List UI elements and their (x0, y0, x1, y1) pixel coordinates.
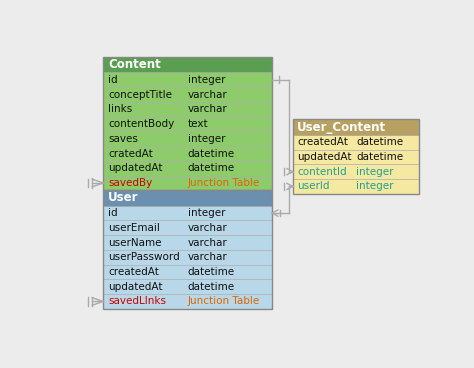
Text: varchar: varchar (188, 223, 228, 233)
Text: varchar: varchar (188, 105, 228, 114)
Text: userName: userName (108, 237, 162, 248)
FancyBboxPatch shape (103, 265, 272, 279)
Text: integer: integer (188, 134, 225, 144)
FancyBboxPatch shape (103, 117, 272, 131)
Text: varchar: varchar (188, 237, 228, 248)
Text: conceptTitle: conceptTitle (108, 89, 172, 100)
FancyBboxPatch shape (103, 294, 272, 309)
Text: datetime: datetime (188, 282, 235, 292)
Text: varchar: varchar (188, 89, 228, 100)
Text: datetime: datetime (188, 267, 235, 277)
Text: createdAt: createdAt (108, 267, 159, 277)
FancyBboxPatch shape (103, 102, 272, 117)
Text: User: User (108, 191, 138, 204)
FancyBboxPatch shape (292, 149, 419, 164)
Text: createdAt: createdAt (297, 137, 348, 147)
FancyBboxPatch shape (103, 206, 272, 220)
Text: Content: Content (108, 58, 161, 71)
Text: saves: saves (108, 134, 138, 144)
Text: Junction Table: Junction Table (188, 297, 260, 307)
Text: contentBody: contentBody (108, 119, 174, 129)
Text: userPassword: userPassword (108, 252, 180, 262)
FancyBboxPatch shape (103, 279, 272, 294)
FancyBboxPatch shape (292, 164, 419, 179)
FancyBboxPatch shape (103, 72, 272, 87)
Text: integer: integer (188, 208, 225, 218)
Text: User_Content: User_Content (297, 121, 386, 134)
Text: userEmail: userEmail (108, 223, 160, 233)
Text: datetime: datetime (188, 149, 235, 159)
FancyBboxPatch shape (103, 87, 272, 102)
Text: varchar: varchar (188, 252, 228, 262)
Text: datetime: datetime (356, 152, 403, 162)
Text: userId: userId (297, 181, 330, 191)
FancyBboxPatch shape (103, 250, 272, 265)
Text: contentId: contentId (297, 167, 347, 177)
Text: text: text (188, 119, 209, 129)
Text: cratedAt: cratedAt (108, 149, 153, 159)
FancyBboxPatch shape (292, 119, 419, 135)
Text: updatedAt: updatedAt (108, 282, 163, 292)
Text: updatedAt: updatedAt (297, 152, 352, 162)
Text: datetime: datetime (188, 163, 235, 173)
Text: id: id (108, 208, 118, 218)
FancyBboxPatch shape (103, 220, 272, 235)
FancyBboxPatch shape (103, 57, 272, 72)
Text: Junction Table: Junction Table (188, 178, 260, 188)
FancyBboxPatch shape (103, 176, 272, 190)
Text: datetime: datetime (356, 137, 403, 147)
Text: integer: integer (188, 75, 225, 85)
FancyBboxPatch shape (103, 235, 272, 250)
Text: savedLInks: savedLInks (108, 297, 166, 307)
FancyBboxPatch shape (103, 131, 272, 146)
Text: links: links (108, 105, 132, 114)
FancyBboxPatch shape (103, 190, 272, 206)
FancyBboxPatch shape (103, 161, 272, 176)
FancyBboxPatch shape (292, 135, 419, 149)
FancyBboxPatch shape (292, 179, 419, 194)
FancyBboxPatch shape (103, 146, 272, 161)
Text: integer: integer (356, 167, 393, 177)
Text: id: id (108, 75, 118, 85)
Text: savedBy: savedBy (108, 178, 152, 188)
Text: updatedAt: updatedAt (108, 163, 163, 173)
Text: integer: integer (356, 181, 393, 191)
